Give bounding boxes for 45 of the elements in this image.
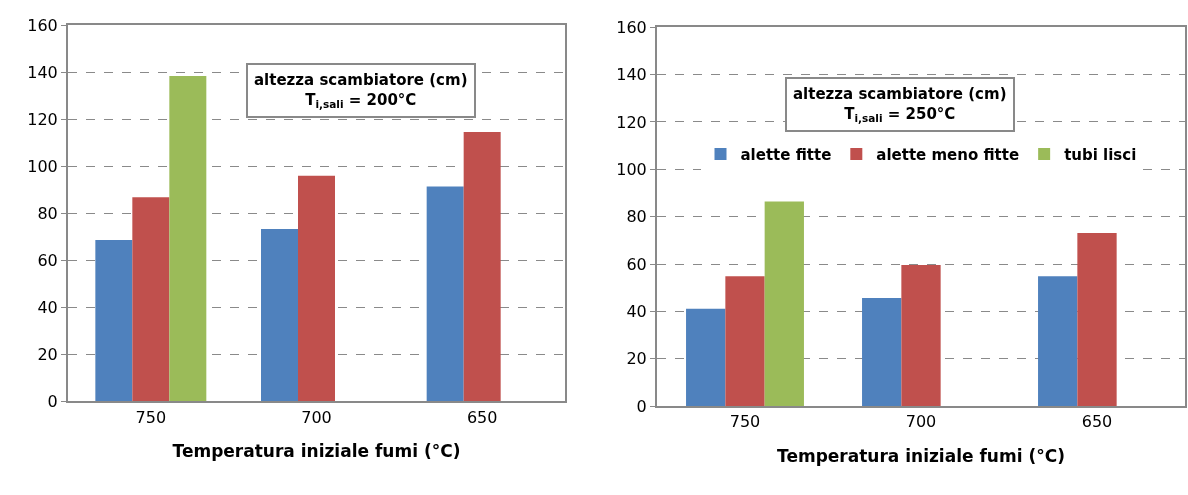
y-tick-label: 80 [37, 203, 58, 223]
bar [463, 132, 501, 402]
y-tick-label: 140 [616, 65, 647, 85]
bar [764, 201, 804, 407]
bar [298, 175, 335, 402]
bar [1077, 233, 1117, 407]
y-tick-label: 100 [27, 156, 58, 176]
bar [169, 76, 207, 402]
bar [426, 186, 464, 402]
y-tick-label: 140 [27, 62, 58, 82]
y-tick-label: 100 [616, 159, 647, 179]
y-tick-label: 60 [37, 250, 58, 270]
y-tick-label: 0 [47, 391, 58, 411]
bar [1038, 276, 1078, 407]
y-tick-label: 120 [616, 112, 647, 132]
x-tick-label: 650 [466, 407, 498, 427]
legend-label: tubi lisci [1064, 145, 1137, 164]
x-tick-label: 750 [729, 412, 761, 432]
legend-label: alette meno fitte [876, 145, 1020, 164]
bar [95, 239, 133, 402]
y-tick-label: 40 [626, 302, 647, 322]
x-tick-label: 700 [301, 407, 332, 427]
y-tick-label: 20 [37, 344, 58, 364]
legend-label: alette fitte [740, 145, 832, 164]
y-tick-label: 60 [626, 254, 647, 274]
y-tick-label: 160 [27, 15, 58, 35]
bar [901, 265, 941, 407]
bar [686, 308, 726, 407]
y-tick-label: 160 [616, 17, 647, 37]
y-tick-label: 20 [626, 349, 647, 369]
y-tick-label: 120 [27, 109, 58, 129]
bar [132, 197, 170, 402]
bar [862, 297, 902, 407]
y-tick-label: 80 [626, 207, 647, 227]
bar [725, 276, 765, 407]
x-axis-title: Temperatura iniziale fumi (°C) [172, 441, 461, 462]
x-tick-label: 650 [1081, 412, 1113, 432]
annotation: altezza scambiatore (cm) T$_{i,sali}$ = 250°C [793, 85, 1007, 124]
x-tick-label: 750 [135, 407, 167, 427]
y-tick-label: 40 [37, 297, 58, 317]
bar [261, 229, 298, 402]
y-tick-label: 0 [636, 396, 647, 416]
annotation: altezza scambiatore (cm) T$_{i,sali}$ = 200°C [254, 71, 468, 110]
x-axis-title: Temperatura iniziale fumi (°C) [777, 446, 1065, 467]
x-tick-label: 700 [905, 412, 937, 432]
